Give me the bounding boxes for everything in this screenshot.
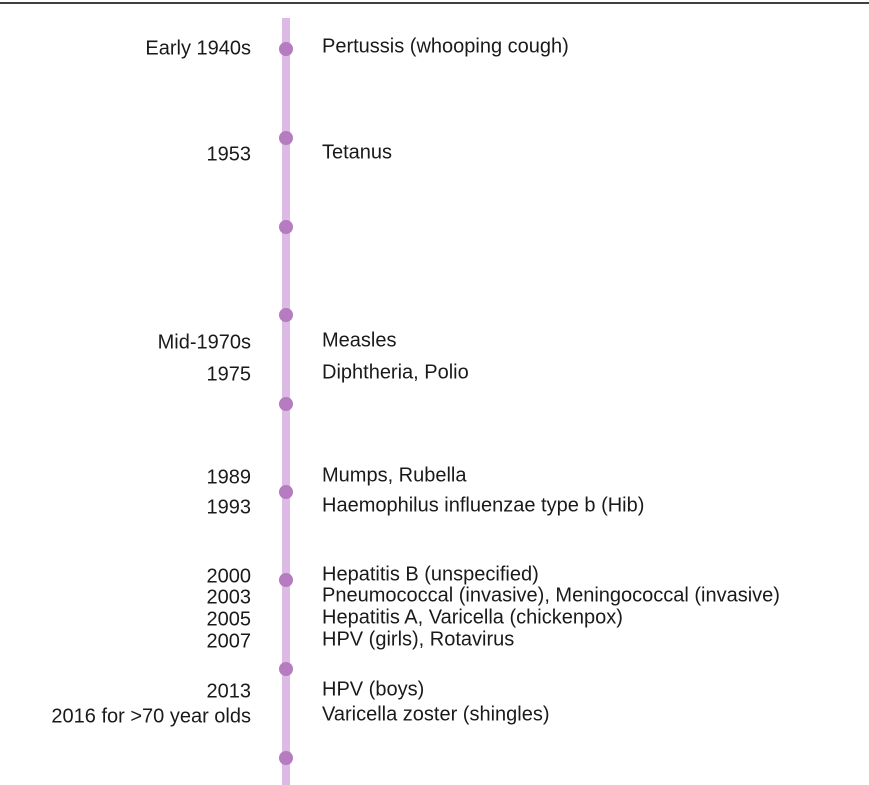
entry-date: 1953 [207, 143, 252, 165]
entry-date: 1993 [207, 496, 252, 518]
entries: Early 1940s Pertussis (whooping cough) 195… [51, 35, 780, 727]
entry-label: HPV (girls), Rotavirus [322, 628, 514, 650]
entry-date: 1975 [207, 363, 252, 385]
dot [279, 42, 293, 56]
entry-label: Measles [322, 329, 396, 351]
entry-date: 2007 [207, 630, 252, 652]
dot [279, 751, 293, 765]
entry-label: Hepatitis A, Varicella (chickenpox) [322, 606, 623, 628]
entry-date: Mid-1970s [158, 331, 251, 353]
entry-label: Haemophilus influenzae type b (Hib) [322, 494, 644, 516]
entry-label: Pneumococcal (invasive), Meningococcal (… [322, 584, 780, 606]
timeline-dots [279, 42, 293, 765]
entry-date: 2000 [207, 565, 252, 587]
entry-label: Tetanus [322, 141, 392, 163]
entry-date: 2016 for >70 year olds [51, 705, 251, 727]
entry-date: 1989 [207, 466, 252, 488]
dot [279, 131, 293, 145]
entry-date: Early 1940s [145, 37, 251, 59]
dot [279, 485, 293, 499]
entry-date: 2013 [207, 680, 252, 702]
entry-label: Mumps, Rubella [322, 464, 467, 486]
entry-label: Varicella zoster (shingles) [322, 703, 550, 725]
dot [279, 662, 293, 676]
entry-label: Diphtheria, Polio [322, 361, 469, 383]
dot [279, 308, 293, 322]
dot [279, 397, 293, 411]
entry-label: Hepatitis B (unspecified) [322, 563, 539, 585]
entry-label: Pertussis (whooping cough) [322, 35, 569, 57]
dot [279, 220, 293, 234]
dot [279, 573, 293, 587]
entry-date: 2003 [207, 586, 252, 608]
entry-date: 2005 [207, 608, 252, 630]
entry-label: HPV (boys) [322, 678, 424, 700]
